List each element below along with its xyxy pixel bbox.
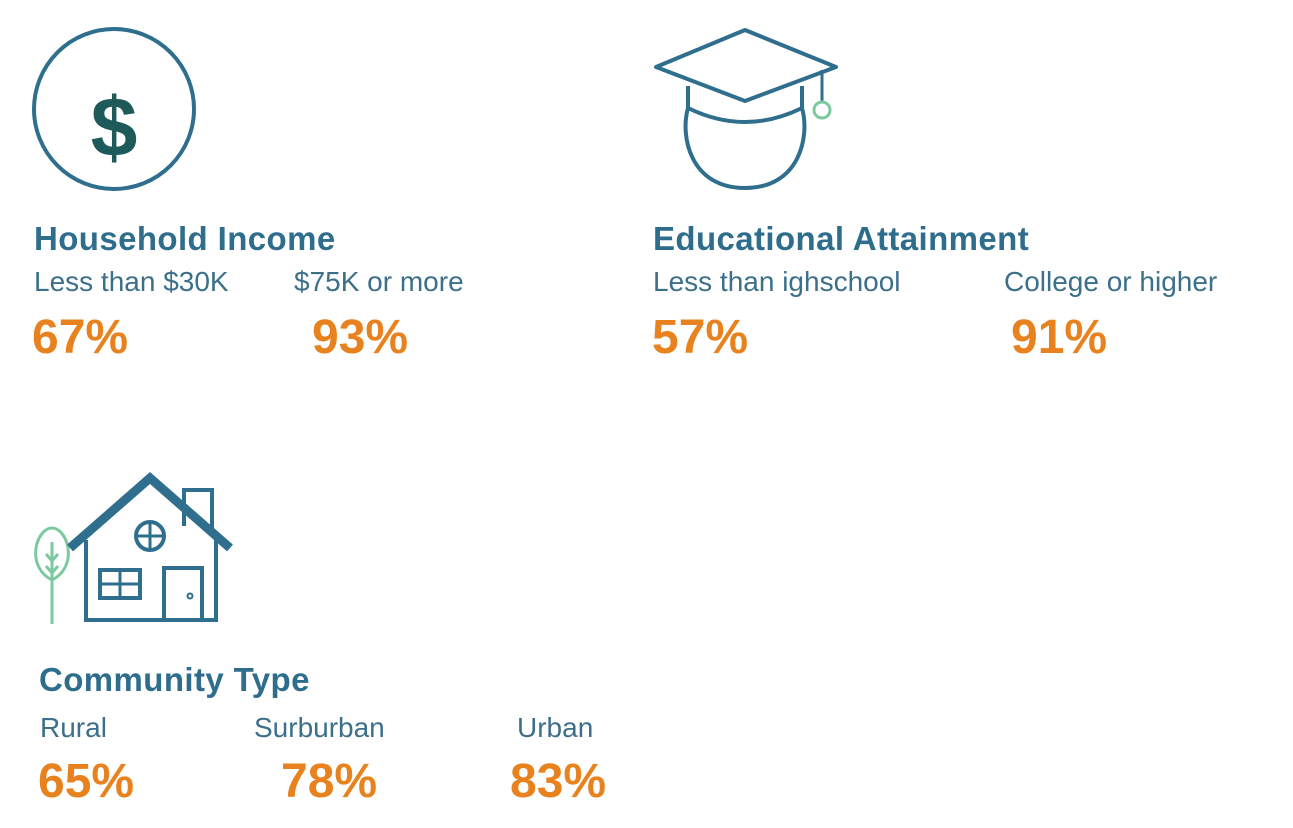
education-title: Educational Attainment <box>653 220 1030 257</box>
income-percent-high: 93% <box>312 311 409 364</box>
community-percent-urban: 83% <box>510 755 607 808</box>
education-percent-low: 57% <box>652 311 749 364</box>
community-label-rural: Rural <box>40 712 107 743</box>
community-label-urban: Urban <box>517 712 594 743</box>
community-percent-suburban: 78% <box>281 755 378 808</box>
community-title: Community Type <box>39 661 310 698</box>
community-label-suburban: Surburban <box>254 712 385 743</box>
income-label-high: $75K or more <box>294 266 464 297</box>
income-label-low: Less than $30K <box>34 266 229 297</box>
income-title: Household Income <box>34 220 336 257</box>
graduation-cap-icon <box>652 26 842 194</box>
community-percent-rural: 65% <box>38 755 135 808</box>
education-percent-high: 91% <box>1011 311 1108 364</box>
svg-text:$: $ <box>91 80 138 174</box>
house-icon <box>30 470 236 630</box>
income-percent-low: 67% <box>32 311 129 364</box>
education-label-low: Less than ighschool <box>653 266 901 297</box>
education-label-high: College or higher <box>1004 266 1218 297</box>
dollar-circle-icon: $ <box>30 26 198 192</box>
